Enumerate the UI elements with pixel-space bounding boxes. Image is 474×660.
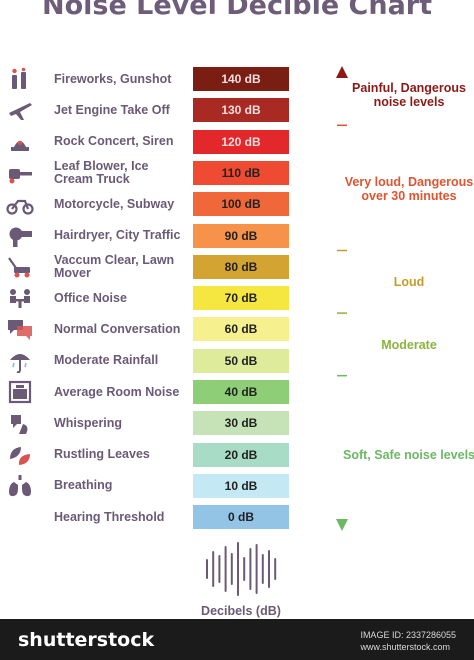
- bar-value-label: 140 dB: [221, 72, 261, 86]
- bar-10db: 10 dB: [193, 473, 289, 498]
- arrow-up-head: [336, 66, 348, 78]
- footer-bar: shutterstock IMAGE ID: 2337286055 www.sh…: [0, 619, 474, 660]
- whisper-icon: [11, 415, 28, 435]
- row-label-normal-conversation: Normal Conversation: [54, 321, 181, 336]
- bar-20db: 20 dB: [193, 442, 289, 467]
- zone-label-0: Painful, Dangerous noise levels: [352, 80, 466, 109]
- row-label-rock-concert-siren: Rock Concert, Siren: [54, 134, 174, 149]
- row-label-hairdryer-city-traffic: Hairdryer, City Traffic: [54, 228, 181, 242]
- leaves-icon: [10, 446, 30, 465]
- bar-0db: 0 dB: [193, 505, 289, 530]
- bar-value-label: 40 dB: [224, 385, 258, 399]
- lawn-mower-icon: [8, 257, 30, 278]
- bar-30db: 30 dB: [193, 411, 289, 436]
- bar-130db: 130 dB: [193, 98, 289, 123]
- conversation-icon: [8, 320, 32, 341]
- bar-value-label: 110 dB: [221, 165, 261, 180]
- row-label-moderate-rainfall: Moderate Rainfall: [54, 353, 159, 368]
- fireworks-icon: [12, 67, 26, 89]
- arrow-down-head: [336, 519, 348, 531]
- siren-icon: [11, 140, 29, 151]
- bar-50db: 50 dB: [193, 348, 289, 373]
- row-label-leaf-blower-ice-cream-truck: Leaf Blower, Ice Cream Truck: [54, 158, 149, 186]
- bar-value-label: 70 dB: [224, 291, 258, 306]
- bar-100db: 100 dB: [193, 192, 289, 217]
- bar-value-label: 80 dB: [224, 259, 258, 274]
- row-label-vaccum-clear-lawn-mover: Vaccum Clear, Lawn Mover: [54, 252, 175, 280]
- bar-110db: 110 dB: [193, 160, 289, 185]
- bar-value-label: 0 dB: [227, 510, 254, 525]
- bar-60db: 60 dB: [193, 317, 289, 342]
- row-label-whispering: Whispering: [54, 415, 123, 430]
- bar-value-label: 90 dB: [224, 228, 258, 243]
- bar-value-label: 60 dB: [224, 322, 258, 337]
- row-label-hearing-threshold: Hearing Threshold: [54, 509, 165, 524]
- bar-value-label: 30 dB: [224, 416, 258, 431]
- bar-value-label: 20 dB: [224, 447, 258, 462]
- row-label-office-noise: Office Noise: [54, 290, 127, 305]
- row-label-motorcycle-subway: Motorcycle, Subway: [54, 196, 175, 211]
- danger-scale-arrow: [336, 66, 348, 531]
- image-id-text: IMAGE ID: 2337286055: [360, 630, 456, 640]
- row-label-rustling-leaves: Rustling Leaves: [54, 447, 150, 462]
- footer-meta: IMAGE ID: 2337286055 www.shutterstock.co…: [360, 629, 456, 653]
- x-axis-label: Decibels (dB): [201, 604, 281, 618]
- jet-icon: [9, 103, 32, 121]
- site-url-text: www.shutterstock.com: [360, 642, 450, 652]
- bar-value-label: 120 dB: [221, 134, 261, 149]
- zone-label-4: Soft, Safe noise levels: [343, 447, 474, 462]
- row-label-fireworks-gunshot: Fireworks, Gunshot: [54, 71, 172, 86]
- row-label-breathing: Breathing: [54, 478, 113, 493]
- zone-label-2: Loud: [393, 275, 425, 290]
- bar-90db: 90 dB: [193, 223, 289, 248]
- office-icon: [10, 289, 30, 309]
- bar-value-label: 130 dB: [221, 103, 261, 118]
- row-label-average-room-noise: Average Room Noise: [54, 384, 180, 399]
- leaf-blower-icon: [9, 168, 32, 184]
- bar-120db: 120 dB: [193, 129, 289, 154]
- bar-value-label: 50 dB: [224, 353, 258, 368]
- bar-140db: 140 dB: [193, 67, 289, 91]
- zone-label-3: Moderate: [381, 338, 437, 353]
- room-icon: [8, 380, 32, 404]
- zone-label-1: Very loud, Dangerous over 30 minutes: [344, 174, 474, 203]
- bar-40db: 40 dB: [193, 380, 289, 404]
- brand-logo: shutterstock: [18, 629, 155, 651]
- hairdryer-icon: [9, 227, 32, 247]
- bar-80db: 80 dB: [193, 254, 289, 279]
- row-label-jet-engine-take-off: Jet Engine Take Off: [54, 102, 170, 117]
- motorcycle-icon: [6, 200, 34, 215]
- bar-value-label: 100 dB: [221, 197, 261, 212]
- bar-70db: 70 dB: [193, 286, 289, 311]
- sound-wave-icon: [206, 542, 277, 596]
- rain-icon: [10, 353, 30, 373]
- bar-value-label: 10 dB: [224, 478, 258, 493]
- lungs-icon: [9, 474, 31, 497]
- chart-title: Noise Level Decible Chart: [41, 0, 433, 21]
